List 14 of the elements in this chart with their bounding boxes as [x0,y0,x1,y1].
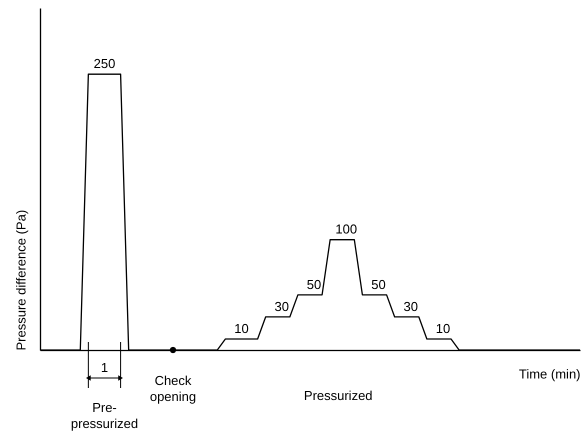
y-axis-title: Pressure difference (Pa) [14,210,28,350]
x-axis-title: Time (min) [518,366,580,382]
data-label: 50 [371,276,386,292]
text: 1 [100,360,108,375]
data-label: 10 [234,320,249,336]
text: Pressurized [304,388,373,403]
text: Pre-pressurized [70,400,138,431]
data-label: 10 [436,320,450,336]
data-label: 30 [404,298,418,314]
data-label: 30 [274,298,290,314]
data-label: 50 [306,276,322,292]
annotation: Check opening [150,373,196,404]
data-label: 100 [335,222,358,237]
data-label: 250 [94,56,116,72]
